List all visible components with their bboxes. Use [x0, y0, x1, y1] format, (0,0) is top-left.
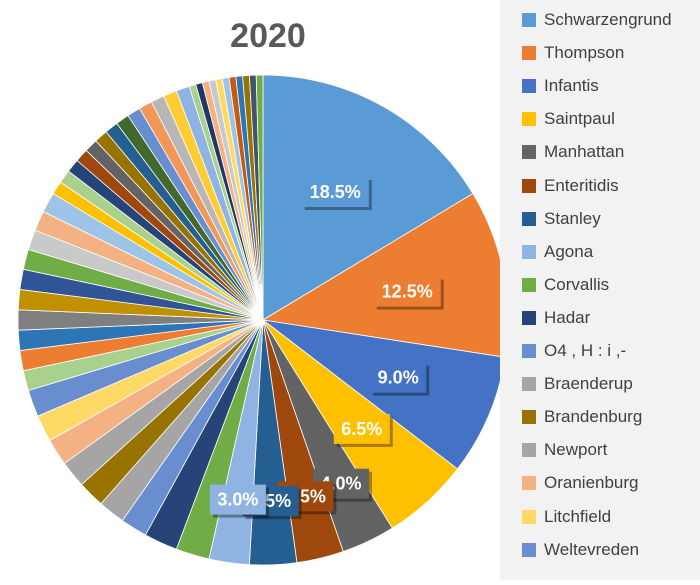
legend-swatch — [522, 310, 536, 325]
data-label-3: 9.0% — [370, 362, 430, 396]
legend-swatch — [522, 377, 536, 392]
legend-label: Oranienburg — [544, 473, 639, 493]
legend-item: Stanley — [522, 208, 601, 230]
legend-item: Weltevreden — [522, 539, 639, 561]
pie-slice-segment-51 — [255, 74, 264, 321]
legend: Schwarzengrund Thompson Infantis Saintpaul M… — [500, 0, 700, 580]
legend-label: Weltevreden — [544, 539, 640, 559]
legend-item: Brandenburg — [522, 406, 642, 428]
legend-swatch — [522, 145, 536, 160]
legend-label: Brandenburg — [544, 407, 643, 427]
legend-label: Newport — [544, 440, 608, 460]
data-label-4: 6.5% — [333, 413, 393, 447]
legend-label: Enteritidis — [544, 175, 619, 195]
legend-item: Litchfield — [522, 506, 611, 528]
legend-swatch — [522, 443, 536, 458]
legend-item: Schwarzengrund — [522, 9, 672, 31]
legend-label: Litchfield — [544, 506, 612, 526]
legend-item: O4 , H : i ,- — [522, 340, 626, 362]
legend-item: Saintpaul — [522, 108, 615, 130]
legend-label: Hadar — [544, 307, 591, 327]
legend-swatch — [522, 344, 536, 358]
legend-label: Infantis — [544, 76, 599, 96]
legend-label: Agona — [544, 241, 594, 261]
legend-item: Braenderup — [522, 373, 633, 395]
legend-label: Braenderup — [544, 374, 633, 394]
data-labels: 18.5%12.5%9.0%6.5%4.0%3.5%3.5%3.0% — [209, 177, 444, 520]
chart-title: 2020 — [230, 17, 306, 55]
legend-swatch — [522, 244, 536, 259]
legend-label: Schwarzengrund — [544, 10, 672, 29]
legend-item: Thompson — [522, 42, 624, 64]
legend-label: Manhattan — [544, 142, 625, 162]
data-label-text: 12.5% — [382, 282, 433, 302]
legend-swatch — [522, 79, 536, 94]
legend-label: Stanley — [544, 208, 601, 228]
data-label-text: 6.5% — [341, 419, 382, 439]
legend-label: Thompson — [544, 43, 625, 63]
legend-label: O4 , H : i ,- — [544, 341, 627, 360]
legend-item: Corvallis — [522, 274, 609, 296]
legend-label: Corvallis — [544, 274, 610, 294]
data-label-text: 3.0% — [217, 490, 258, 510]
legend-swatch — [522, 410, 536, 425]
legend-swatch — [522, 542, 536, 557]
legend-item: Manhattan — [522, 141, 624, 163]
legend-swatch — [522, 13, 536, 27]
data-label-8: 3.0% — [209, 484, 269, 518]
data-label-box — [373, 276, 441, 307]
legend-swatch — [522, 277, 536, 292]
data-label-text: 9.0% — [378, 368, 419, 388]
legend-swatch — [522, 46, 536, 61]
data-label-text: 18.5% — [310, 182, 361, 202]
legend-item: Enteritidis — [522, 175, 619, 197]
legend-item: Oranienburg — [522, 472, 639, 494]
legend-swatch — [522, 112, 536, 127]
data-label-2: 12.5% — [373, 276, 444, 310]
data-label-box — [301, 177, 369, 207]
legend-item: Hadar — [522, 307, 590, 329]
legend-item: Infantis — [522, 75, 599, 97]
legend-swatch — [522, 178, 536, 193]
data-label-box — [209, 484, 266, 515]
legend-item: Newport — [522, 439, 607, 461]
legend-swatch — [522, 211, 536, 226]
legend-label: Saintpaul — [544, 109, 615, 129]
legend-swatch — [522, 509, 536, 524]
data-label-box — [370, 362, 427, 393]
data-label-box — [333, 413, 390, 444]
legend-item: Agona — [522, 241, 593, 263]
legend-swatch — [522, 476, 536, 491]
data-label-1: 18.5% — [301, 177, 372, 210]
